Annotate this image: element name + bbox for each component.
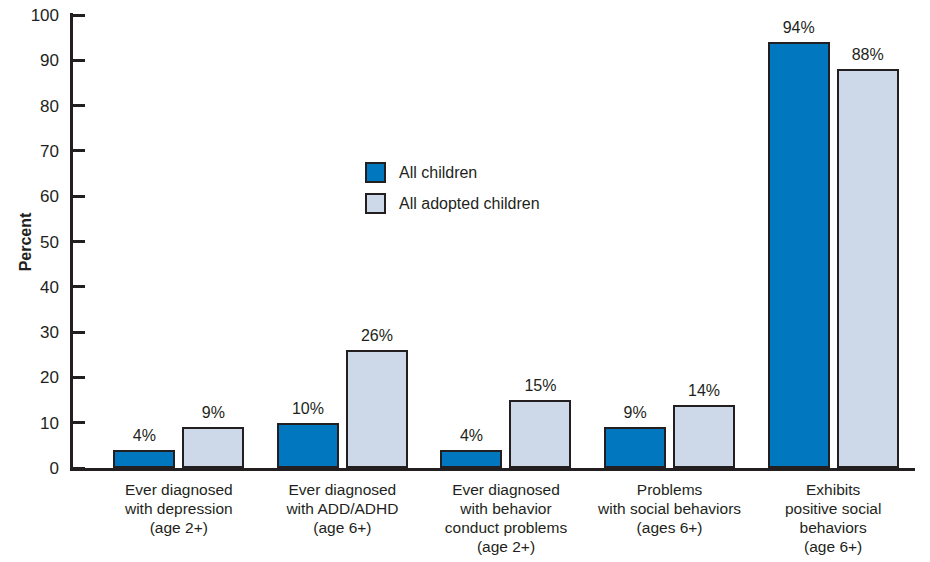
y-tick-label: 90 [40, 52, 59, 69]
y-tick-label: 10 [40, 414, 59, 431]
bar-all-children [604, 427, 666, 468]
category-label: Problemswith social behaviors(ages 6+) [576, 480, 764, 537]
legend-item: All adopted children [365, 193, 540, 214]
bar-chart-figure: Percent 0 10 20 30 40 50 60 70 80 90 100 4% 9% Ever … [0, 0, 930, 562]
bar-column: 15% [509, 378, 571, 468]
category-label-line: (age 2+) [412, 537, 600, 556]
bar-column: 9% [604, 405, 666, 468]
bar-pair: 4% 9% [97, 405, 261, 468]
bar-all-adopted-children [837, 69, 899, 468]
bar-pair: 94% 88% [751, 20, 915, 468]
y-tick-label: 60 [40, 188, 59, 205]
y-tick-mark [73, 240, 85, 243]
y-tick-mark [73, 149, 85, 152]
y-tick-label: 20 [40, 369, 59, 386]
y-tick-label: 0 [50, 460, 59, 477]
x-axis-line [70, 468, 915, 471]
bar-pair: 10% 26% [261, 328, 425, 468]
y-axis-title: Percent [17, 212, 35, 271]
y-tick-label: 40 [40, 278, 59, 295]
y-tick-mark [73, 14, 85, 17]
y-tick-mark [73, 331, 85, 334]
legend-item: All children [365, 162, 540, 183]
bar-column: 4% [113, 428, 175, 468]
y-tick-label: 100 [31, 7, 59, 24]
bar-all-children [277, 423, 339, 468]
bar-all-adopted-children [346, 350, 408, 468]
plot-area: Percent 0102030405060708090100 4%9%Ever … [73, 15, 915, 468]
category-label-line: with ADD/ADHD [249, 499, 437, 518]
y-tick-label: 30 [40, 324, 59, 341]
bar-column: 14% [673, 383, 735, 468]
category-label-line: (ages 6+) [576, 518, 764, 537]
bar-column: 10% [277, 401, 339, 468]
bar-all-children [440, 450, 502, 468]
legend-swatch [365, 162, 386, 183]
y-tick-label: 50 [40, 233, 59, 250]
bar-value-label: 9% [202, 405, 225, 421]
y-tick-mark [73, 104, 85, 107]
category-label-line: (age 6+) [739, 537, 927, 556]
category-label-line: Ever diagnosed [249, 480, 437, 499]
legend: All children All adopted children [365, 162, 540, 214]
category-label-line: with behavior [412, 499, 600, 518]
category-label-line: Ever diagnosed [412, 480, 600, 499]
bar-column: 94% [768, 20, 830, 468]
y-tick-mark [73, 376, 85, 379]
category-label-line: with depression [85, 499, 273, 518]
bar-column: 4% [440, 428, 502, 468]
bar-pair: 4% 15% [424, 378, 588, 468]
category-label-line: Ever diagnosed [85, 480, 273, 499]
bar-column: 26% [346, 328, 408, 468]
category-label-line: Problems [576, 480, 764, 499]
legend-label: All children [399, 165, 477, 181]
bar-value-label: 94% [783, 20, 815, 36]
bar-value-label: 26% [361, 328, 393, 344]
bar-value-label: 10% [292, 401, 324, 417]
bar-value-label: 14% [688, 383, 720, 399]
bar-group: 4%15%Ever diagnosedwith behaviorconduct … [424, 15, 588, 468]
y-tick-mark [73, 467, 85, 470]
category-label-line: behaviors [739, 518, 927, 537]
category-label: Exhibitspositive socialbehaviors(age 6+) [739, 480, 927, 556]
y-tick-mark [73, 59, 85, 62]
bar-group: 94%88%Exhibitspositive socialbehaviors(a… [751, 15, 915, 468]
bar-all-adopted-children [673, 405, 735, 468]
bar-value-label: 15% [524, 378, 556, 394]
bar-group: 4%9%Ever diagnosedwith depression(age 2+… [97, 15, 261, 468]
bar-pair: 9% 14% [588, 383, 752, 468]
bar-value-label: 4% [133, 428, 156, 444]
category-label: Ever diagnosedwith ADD/ADHD(age 6+) [249, 480, 437, 537]
category-label-line: positive social [739, 499, 927, 518]
bar-value-label: 4% [460, 428, 483, 444]
bar-groups: 4%9%Ever diagnosedwith depression(age 2+… [97, 15, 915, 468]
y-tick-mark [73, 285, 85, 288]
bar-all-adopted-children [182, 427, 244, 468]
category-label: Ever diagnosedwith behaviorconduct probl… [412, 480, 600, 556]
bar-value-label: 88% [852, 47, 884, 63]
bar-group: 9%14%Problemswith social behaviors(ages … [588, 15, 752, 468]
category-label-line: (age 2+) [85, 518, 273, 537]
bar-column: 9% [182, 405, 244, 468]
bar-all-children [768, 42, 830, 468]
bar-all-adopted-children [509, 400, 571, 468]
bar-group: 10%26%Ever diagnosedwith ADD/ADHD(age 6+… [261, 15, 425, 468]
category-label-line: (age 6+) [249, 518, 437, 537]
bar-value-label: 9% [624, 405, 647, 421]
category-label-line: conduct problems [412, 518, 600, 537]
legend-label: All adopted children [399, 196, 540, 212]
category-label-line: with social behaviors [576, 499, 764, 518]
category-label-line: Exhibits [739, 480, 927, 499]
y-tick-label: 70 [40, 142, 59, 159]
y-tick-mark [73, 195, 85, 198]
y-tick-label: 80 [40, 97, 59, 114]
bar-all-children [113, 450, 175, 468]
bar-column: 88% [837, 47, 899, 468]
category-label: Ever diagnosedwith depression(age 2+) [85, 480, 273, 537]
legend-swatch [365, 193, 386, 214]
y-tick-mark [73, 421, 85, 424]
